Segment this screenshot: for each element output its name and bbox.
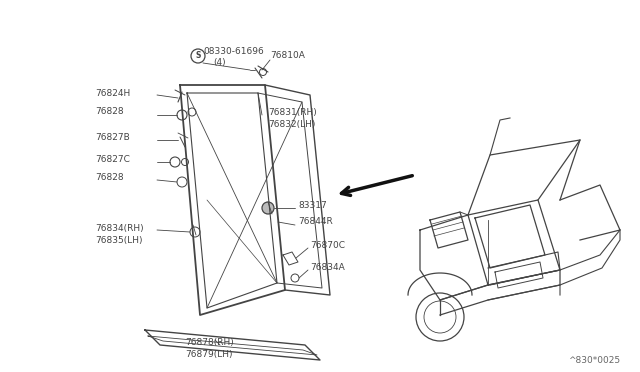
Text: 76810A: 76810A	[270, 51, 305, 61]
Text: 76827B: 76827B	[95, 134, 130, 142]
Text: 08330-61696: 08330-61696	[203, 48, 264, 57]
Text: 76834A: 76834A	[310, 263, 345, 273]
Text: 76834(RH): 76834(RH)	[95, 224, 143, 232]
Text: 76827C: 76827C	[95, 155, 130, 164]
Text: 76828: 76828	[95, 173, 124, 183]
Text: 76832(LH): 76832(LH)	[268, 119, 316, 128]
Text: 76879(LH): 76879(LH)	[185, 350, 232, 359]
Text: 76844R: 76844R	[298, 218, 333, 227]
Text: ^830*0025: ^830*0025	[568, 356, 620, 365]
Circle shape	[262, 202, 274, 214]
Text: 76878(RH): 76878(RH)	[185, 337, 234, 346]
Text: 83317: 83317	[298, 201, 327, 209]
Text: 76828: 76828	[95, 108, 124, 116]
Text: S: S	[195, 51, 201, 61]
Text: 76870C: 76870C	[310, 241, 345, 250]
Text: (4): (4)	[213, 58, 226, 67]
Text: 76835(LH): 76835(LH)	[95, 237, 143, 246]
Text: 76831(RH): 76831(RH)	[268, 108, 317, 116]
Text: 76824H: 76824H	[95, 89, 131, 97]
